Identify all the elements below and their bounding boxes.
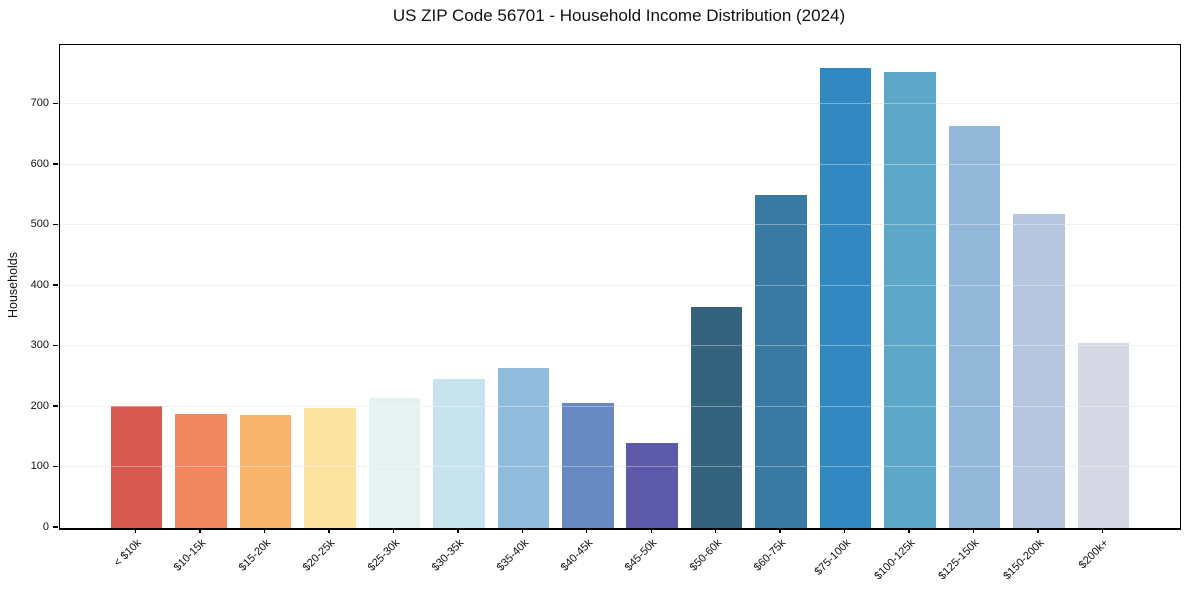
y-tick-label: 400 [30,278,49,291]
bar-$35-40k [497,367,550,528]
x-tick-label: $15-20k [236,537,274,574]
x-tick-label: $60-75k [751,537,789,574]
x-tick-mark [263,528,266,533]
y-tick-label: 200 [30,399,49,412]
bar-$10-15k [175,413,227,528]
gridline-overlay [60,466,1180,468]
y-tick-mark [53,405,58,407]
x-tick-label: $150-200k [1001,537,1047,583]
bar-$75-100k [819,68,872,528]
x-tick-mark [328,528,330,533]
x-tick-label: $35-40k [494,537,531,574]
x-tick-label: $20-25k [300,537,338,574]
bar-$125-150k [948,126,1001,528]
bar-< $10k [110,405,163,528]
x-tick-mark [457,528,459,533]
x-tick-mark [199,528,201,533]
y-tick-mark [53,465,58,468]
gridline [60,405,1180,407]
y-tick-label: 300 [30,339,49,352]
y-tick-mark [53,223,58,226]
bar-$150-200k [1013,213,1065,528]
bar-$20-25k [304,407,356,528]
x-tick-mark [714,528,717,533]
y-tick-label: 100 [30,460,49,473]
gridline [60,103,1180,105]
bar-$200k+ [1077,342,1130,528]
x-tick-label: $25-30k [365,537,402,574]
x-tick-label: $10-15k [172,537,209,574]
y-tick-mark [53,102,58,104]
x-tick-label: < $10k [112,537,145,570]
x-tick-label: $200k+ [1076,537,1111,572]
x-tick-mark [392,528,395,533]
x-tick-mark [779,528,781,533]
y-tick-label: 600 [30,157,49,170]
chart-title: US ZIP Code 56701 - Household Income Dis… [392,6,846,25]
bar-$50-60k [690,307,743,528]
bar-$100-125k [884,71,936,528]
x-tick-mark [1037,528,1039,533]
y-tick-mark [53,163,58,165]
x-tick-label: $45-50k [623,537,660,574]
y-tick-mark [53,284,58,286]
x-tick-label: $30-35k [429,537,467,574]
x-tick-mark [134,528,137,533]
gridline [60,163,1180,165]
x-tick-label: $125-150k [936,537,982,583]
x-tick-label: $50-60k [687,537,725,574]
x-tick-label: $75-100k [812,537,854,578]
x-tick-mark [972,528,975,533]
x-tick-mark [650,528,652,533]
gridline [60,466,1180,468]
plot-area [59,44,1181,530]
gridline-overlay [60,405,1180,407]
gridline [60,224,1180,226]
gridline [60,345,1180,347]
bar-$25-30k [368,398,421,528]
gridline [60,284,1180,286]
x-tick-mark [521,528,524,533]
x-tick-mark [586,528,588,533]
gridline-overlay [60,345,1180,347]
bar-$45-50k [626,443,678,528]
y-tick-label: 700 [30,97,49,110]
y-tick-label: 500 [30,218,49,231]
y-tick-mark [53,344,58,347]
x-tick-mark [1101,528,1103,533]
y-tick-label: 0 [42,521,49,533]
bar-$15-20k [239,414,292,528]
bar-$60-75k [755,195,807,528]
x-tick-label: $100-125k [872,537,918,583]
gridline-overlay [60,224,1180,226]
bar-$30-35k [433,379,485,528]
x-tick-mark [908,528,910,533]
x-tick-label: $40-45k [558,537,596,574]
y-tick-mark [53,526,58,528]
x-tick-mark [843,528,846,533]
gridline-overlay [60,284,1180,286]
bar-$40-45k [562,402,614,528]
gridline-overlay [60,103,1180,105]
gridline-overlay [60,163,1180,165]
